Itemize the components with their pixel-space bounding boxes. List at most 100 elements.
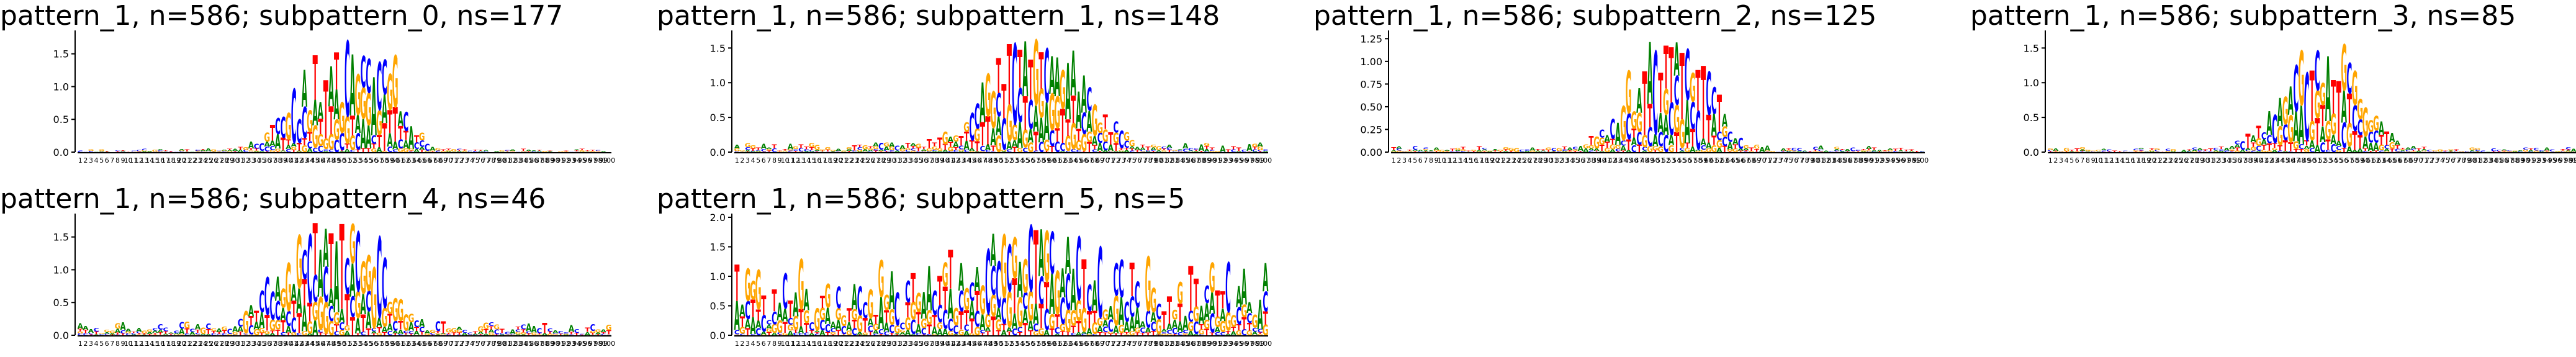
logo-letter-G: G (307, 106, 313, 140)
logo-letter-C: C (467, 151, 473, 152)
logo-letter-T: T (585, 150, 590, 151)
logo-letter-C: C (809, 320, 814, 333)
logo-letter-T: T (542, 321, 547, 337)
logo-letter-C: C (2565, 147, 2571, 150)
logo-letter-A: A (430, 147, 436, 151)
logo-letter-A: A (125, 328, 132, 332)
logo-letter-G: G (1583, 143, 1589, 150)
y-tick-label: 0.0 (710, 330, 726, 341)
logo-letter-A: A (531, 325, 538, 335)
logo-letter-T: T (1695, 60, 1700, 125)
x-tick-label: 8 (1429, 156, 1433, 165)
logo-letter-T: T (1882, 150, 1887, 151)
logo-letter-A: A (1887, 148, 1893, 151)
logo-letter-C: C (174, 330, 179, 334)
logo-letter-G: G (883, 291, 889, 315)
logo-letter-T: T (2310, 56, 2315, 138)
logo-letter-G: G (1097, 121, 1103, 137)
logo-letter-G: G (2352, 61, 2358, 116)
logo-letter-T: T (2384, 128, 2389, 150)
logo-letter-G: G (1593, 133, 1600, 153)
logo-letter-A: A (510, 149, 516, 151)
logo-letter-C: C (2192, 148, 2197, 151)
logo-letter-T: T (340, 202, 345, 337)
logo-letter-G: G (942, 128, 948, 148)
logo-letter-A: A (1263, 255, 1268, 301)
logo-letter-G: G (2154, 148, 2160, 151)
logo-letter-C: C (782, 265, 788, 320)
logo-letter-A: A (1055, 48, 1060, 109)
logo-letter-C: C (1855, 150, 1861, 151)
logo-letter-A: A (975, 261, 980, 300)
logo-letter-G: G (1455, 148, 1461, 151)
logo-letter-G: G (264, 130, 270, 145)
logo-letter-T: T (521, 149, 526, 152)
logo-letter-A: A (318, 97, 323, 125)
logo-letter-T: T (200, 149, 205, 150)
logo-letter-A: A (766, 147, 772, 150)
y-tick-label: 0.75 (1360, 78, 1382, 90)
y-tick-label: 1.5 (2024, 42, 2039, 54)
logo-letter-A: A (761, 143, 767, 150)
logo-letter-C: C (1044, 34, 1050, 120)
x-tick-label: 8 (115, 340, 120, 348)
logo-letter-A: A (158, 149, 164, 151)
logo-letter-G: G (392, 292, 399, 328)
logo-letter-C: C (1919, 151, 1925, 152)
logo-letter-G: G (1252, 312, 1258, 333)
logo-letter-C: C (2304, 55, 2310, 162)
logo-letter-G: G (1129, 138, 1135, 148)
logo-letter-C: C (259, 142, 264, 154)
logo-letter-C: C (558, 330, 564, 334)
logo-letter-A: A (1076, 82, 1081, 141)
logo-letter-C: C (905, 276, 911, 310)
x-tick-label: 5 (99, 340, 104, 348)
logo-letter-A: A (216, 328, 222, 334)
logo-letter-C: C (2213, 148, 2219, 151)
logo-letter-A: A (1049, 46, 1055, 106)
logo-letter-G: G (606, 323, 612, 332)
logo-letter-C: C (767, 319, 772, 326)
logo-letter-C: C (1028, 208, 1034, 313)
logo-letter-A: A (2229, 146, 2235, 151)
logo-letter-T: T (847, 305, 852, 327)
x-tick-label: 4 (751, 340, 755, 348)
logo-letter-C: C (489, 322, 494, 327)
logo-letter-T: T (1017, 40, 1022, 101)
logo-letter-G: G (2362, 100, 2369, 146)
logo-letter-A: A (1765, 145, 1771, 152)
logo-letter-A: A (2379, 119, 2385, 140)
logo-letter-C: C (270, 285, 276, 329)
logo-letter-C: C (1482, 148, 1487, 150)
x-tick-label: 5 (756, 340, 760, 348)
logo-letter-A: A (1060, 260, 1065, 307)
logo-letter-A: A (1108, 303, 1114, 324)
logo-letter-G: G (1546, 147, 1552, 151)
logo-letter-G: G (355, 63, 361, 128)
logo-letter-C: C (1524, 149, 1530, 151)
logo-letter-G: G (595, 329, 601, 334)
logo-letter-C: C (377, 49, 382, 126)
logo-letter-G: G (2512, 151, 2518, 152)
logo-letter-G: G (883, 141, 889, 148)
y-tick-label: 0.00 (1360, 147, 1382, 158)
logo-letter-C: C (1114, 118, 1119, 136)
logo-letter-C: C (1599, 127, 1605, 140)
logo-letter-G: G (403, 310, 409, 337)
logo-letter-T: T (500, 328, 505, 335)
logo-letter-A: A (83, 325, 88, 332)
logo-letter-G: G (222, 327, 228, 332)
logo-letter-T: T (996, 50, 1001, 105)
logo-letter-T: T (1717, 84, 1722, 143)
logo-letter-C: C (1263, 150, 1268, 152)
logo-letter-A: A (1199, 143, 1204, 153)
logo-letter-T: T (590, 150, 595, 151)
logo-letter-G: G (2448, 149, 2454, 151)
logo-letter-A: A (275, 271, 281, 309)
logo-letter-C: C (579, 333, 585, 335)
x-tick-label: 100 (1916, 156, 1929, 165)
logo-letter-C: C (975, 97, 980, 137)
logo-letter-G: G (146, 329, 153, 333)
logo-letter-G: G (1487, 151, 1493, 152)
logo-letter-C: C (227, 327, 233, 336)
